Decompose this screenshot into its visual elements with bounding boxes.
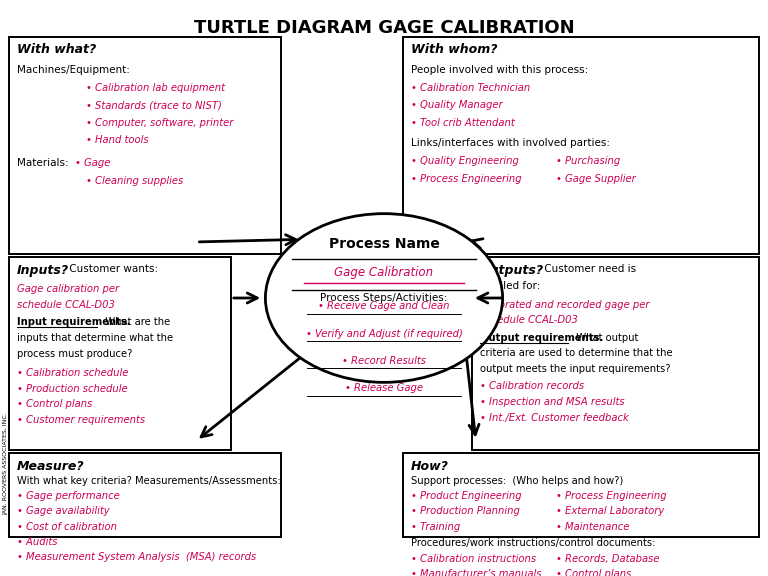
Text: What output: What output (570, 333, 638, 343)
Text: • Computer, software, printer: • Computer, software, printer (85, 118, 233, 128)
Text: • Quality Engineering: • Quality Engineering (411, 156, 518, 166)
Text: TURTLE DIAGRAM GAGE CALIBRATION: TURTLE DIAGRAM GAGE CALIBRATION (194, 20, 574, 37)
Text: • Gage availability: • Gage availability (17, 506, 109, 517)
Text: With what key criteria? Measurements/Assessments:: With what key criteria? Measurements/Ass… (17, 476, 280, 486)
Text: Outputs?: Outputs? (480, 264, 544, 276)
Text: • Receive Gage and Clean: • Receive Gage and Clean (318, 301, 450, 312)
Text: Gage calibration per: Gage calibration per (17, 285, 119, 294)
Text: • Process Engineering: • Process Engineering (556, 491, 667, 501)
Text: • External Laboratory: • External Laboratory (556, 506, 664, 517)
Text: • Calibration records: • Calibration records (480, 381, 584, 392)
Text: • Maintenance: • Maintenance (556, 522, 630, 532)
Text: Customer need is: Customer need is (541, 264, 636, 274)
Text: • Product Engineering: • Product Engineering (411, 491, 521, 501)
Text: Input requirements.: Input requirements. (17, 317, 131, 328)
Text: Inputs?: Inputs? (17, 264, 69, 276)
Text: • Cleaning supplies: • Cleaning supplies (85, 176, 183, 185)
FancyBboxPatch shape (472, 257, 759, 450)
Text: Machines/Equipment:: Machines/Equipment: (17, 65, 130, 75)
Text: • Calibration lab equipment: • Calibration lab equipment (85, 82, 224, 93)
Text: • Manufacturer’s manuals: • Manufacturer’s manuals (411, 569, 541, 576)
Text: Customer wants:: Customer wants: (67, 264, 158, 274)
Text: Gage Calibration: Gage Calibration (334, 266, 434, 279)
Text: • Calibration instructions: • Calibration instructions (411, 554, 536, 564)
Text: • Calibration Technician: • Calibration Technician (411, 82, 530, 93)
Text: • Tool crib Attendant: • Tool crib Attendant (411, 118, 515, 128)
Text: How?: How? (411, 460, 449, 473)
FancyBboxPatch shape (9, 37, 280, 255)
Text: • Gage performance: • Gage performance (17, 491, 120, 501)
Text: Support processes:  (Who helps and how?): Support processes: (Who helps and how?) (411, 476, 623, 486)
Text: • Gage: • Gage (74, 158, 111, 168)
Text: • Control plans: • Control plans (556, 569, 631, 576)
Text: schedule CCAL-D03: schedule CCAL-D03 (17, 300, 114, 310)
Text: • Record Results: • Record Results (342, 356, 426, 366)
Text: Procedures/work instructions/control documents:: Procedures/work instructions/control doc… (411, 539, 655, 548)
Text: • Hand tools: • Hand tools (85, 135, 148, 145)
Text: People involved with this process:: People involved with this process: (411, 65, 588, 75)
Text: • Gage Supplier: • Gage Supplier (556, 173, 636, 184)
Text: inputs that determine what the: inputs that determine what the (17, 333, 173, 343)
Text: • Inspection and MSA results: • Inspection and MSA results (480, 397, 624, 407)
Text: Calibrated and recorded gage per: Calibrated and recorded gage per (480, 300, 649, 310)
Text: • Production Planning: • Production Planning (411, 506, 520, 517)
Text: • Release Gage: • Release Gage (345, 383, 423, 393)
Text: • Calibration schedule: • Calibration schedule (17, 368, 128, 378)
Text: • Quality Manager: • Quality Manager (411, 100, 502, 110)
FancyBboxPatch shape (403, 453, 759, 537)
Text: Measure?: Measure? (17, 460, 84, 473)
Text: schedule CCAL-D03: schedule CCAL-D03 (480, 315, 578, 325)
FancyBboxPatch shape (9, 257, 231, 450)
Text: • Measurement System Analysis  (MSA) records: • Measurement System Analysis (MSA) reco… (17, 552, 256, 562)
Text: What are the: What are the (99, 317, 170, 328)
FancyBboxPatch shape (403, 37, 759, 255)
Text: fulfilled for:: fulfilled for: (480, 281, 540, 290)
Text: • Training: • Training (411, 522, 460, 532)
Text: With whom?: With whom? (411, 43, 498, 56)
Text: • Audits: • Audits (17, 537, 57, 547)
Text: Materials:: Materials: (17, 158, 71, 168)
FancyBboxPatch shape (9, 453, 280, 537)
Text: Links/interfaces with involved parties:: Links/interfaces with involved parties: (411, 138, 610, 149)
Text: With what?: With what? (17, 43, 96, 56)
Text: • Records, Database: • Records, Database (556, 554, 660, 564)
Text: • Cost of calibration: • Cost of calibration (17, 522, 117, 532)
Text: • Process Engineering: • Process Engineering (411, 173, 521, 184)
Text: JAN. ROOVERS ASSOCIATES, INC.: JAN. ROOVERS ASSOCIATES, INC. (4, 412, 8, 516)
Text: Process Steps/Activities:: Process Steps/Activities: (320, 293, 448, 303)
Text: Process Name: Process Name (329, 237, 439, 251)
Text: process must produce?: process must produce? (17, 349, 132, 359)
Text: • Int./Ext. Customer feedback: • Int./Ext. Customer feedback (480, 413, 628, 423)
Text: • Verify and Adjust (if required): • Verify and Adjust (if required) (306, 329, 462, 339)
Text: • Control plans: • Control plans (17, 399, 92, 410)
Circle shape (266, 214, 502, 382)
Text: • Purchasing: • Purchasing (556, 156, 621, 166)
Text: • Standards (trace to NIST): • Standards (trace to NIST) (85, 100, 221, 110)
Text: • Customer requirements: • Customer requirements (17, 415, 145, 425)
Text: Output requirements.: Output requirements. (480, 333, 603, 343)
Text: output meets the input requirements?: output meets the input requirements? (480, 364, 670, 374)
Text: • Production schedule: • Production schedule (17, 384, 127, 393)
Text: criteria are used to determine that the: criteria are used to determine that the (480, 348, 672, 358)
